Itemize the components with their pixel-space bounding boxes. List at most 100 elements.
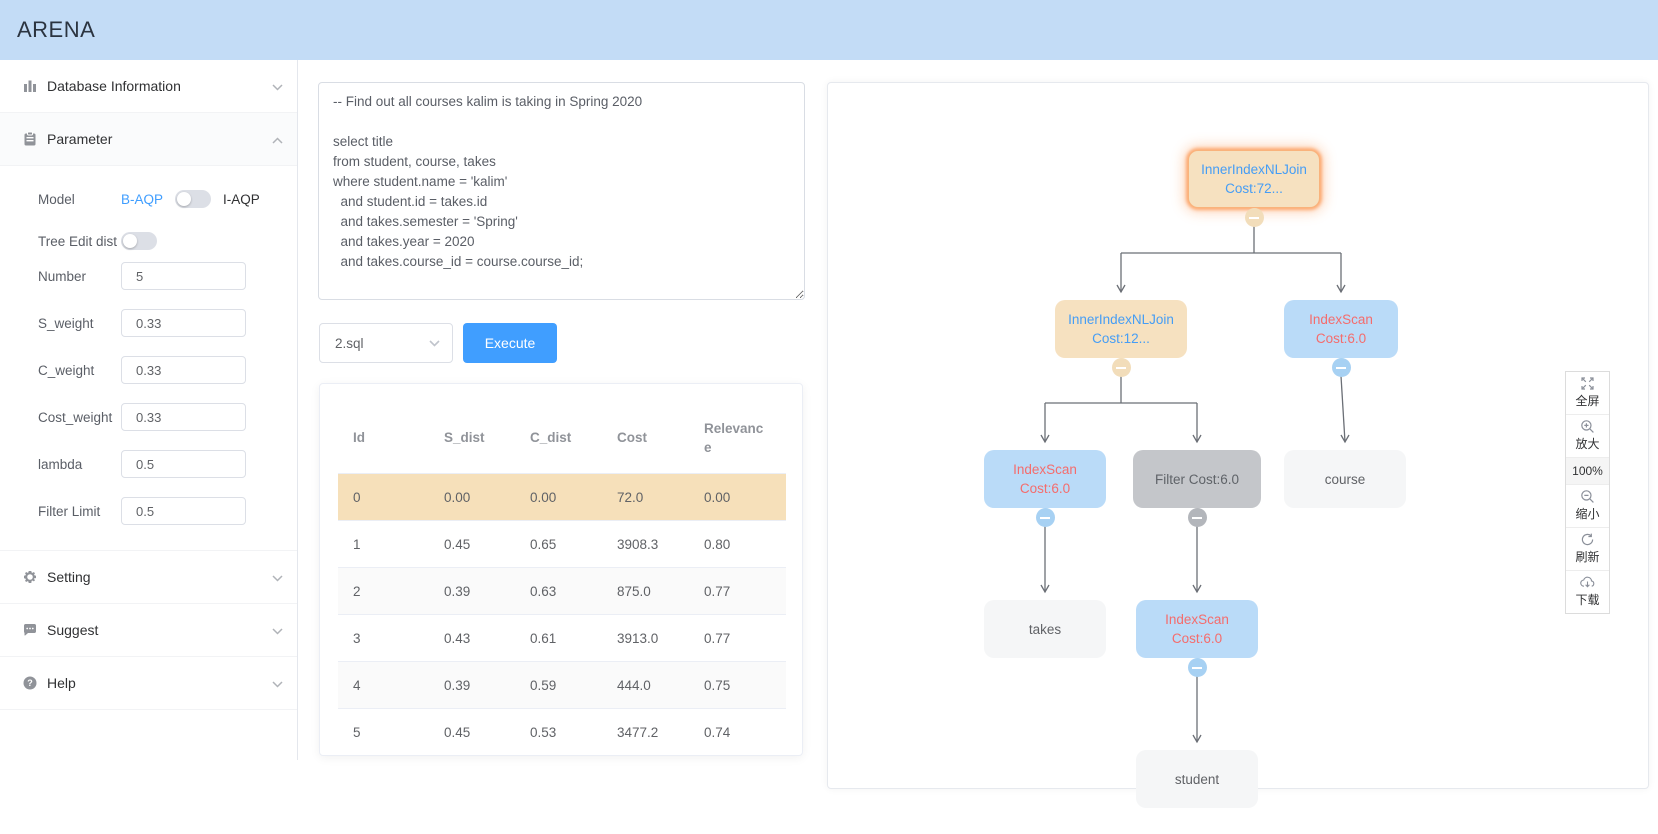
model-label: Model xyxy=(38,191,75,207)
table-cell: 4 xyxy=(353,677,361,693)
number-input[interactable] xyxy=(121,262,246,290)
table-cell: 0.45 xyxy=(444,536,471,552)
sidebar-item-database-information[interactable]: Database Information xyxy=(0,60,297,113)
sql-editor[interactable]: -- Find out all courses kalim is taking … xyxy=(318,82,805,300)
plan-node-innerindexnljoin[interactable]: InnerIndexNLJoin Cost:12... xyxy=(1055,300,1187,358)
param-field-label: Cost_weight xyxy=(38,409,113,425)
column-header-id: Id xyxy=(353,430,365,445)
collapse-minus-icon[interactable] xyxy=(1187,658,1207,677)
collapse-minus-icon[interactable] xyxy=(1187,508,1207,527)
table-row-5[interactable]: 5 0.45 0.53 3477.2 0.74 xyxy=(338,709,786,755)
plan-node-cost: Cost:6.0 xyxy=(1315,331,1367,346)
plan-tree-panel[interactable]: InnerIndexNLJoin Cost:72... InnerIndexNLJo… xyxy=(827,82,1649,808)
column-header-cost: Cost xyxy=(617,430,647,445)
collapse-minus-icon[interactable] xyxy=(1035,508,1055,527)
table-cell: 0.00 xyxy=(444,489,471,505)
clipboard-icon xyxy=(22,131,38,147)
plan-node-indexscan[interactable]: IndexScan Cost:6.0 xyxy=(1136,600,1258,658)
model-option-baqp[interactable]: B-AQP xyxy=(121,191,164,207)
table-cell: 444.0 xyxy=(617,677,651,693)
lambda-input[interactable] xyxy=(121,450,246,478)
results-table: Id S_dist C_dist Cost Relevance 0 0.00 0.00 72.0… xyxy=(338,402,786,755)
zoom-out-icon xyxy=(1580,489,1595,504)
execute-button[interactable]: Execute xyxy=(463,323,557,363)
tree-edit-row: Tree Edit dist xyxy=(0,220,297,262)
table-cell: 0.39 xyxy=(444,677,471,693)
toolbar-refresh-button[interactable]: 刷新 xyxy=(1566,527,1609,570)
collapse-minus-icon[interactable] xyxy=(1111,358,1131,377)
model-option-iaqp[interactable]: I-AQP xyxy=(223,191,260,207)
plan-node-innerindexnljoin[interactable]: InnerIndexNLJoin Cost:72... xyxy=(1188,150,1320,208)
sidebar-item-help[interactable]: ? Help xyxy=(0,657,297,710)
table-cell: 3 xyxy=(353,630,361,646)
filter-limit-input[interactable] xyxy=(121,497,246,525)
param-field-label: S_weight xyxy=(38,315,94,331)
param-field-row: S_weight xyxy=(0,309,297,337)
tree-edit-toggle[interactable] xyxy=(121,232,157,250)
question-icon: ? xyxy=(22,675,38,691)
sidebar-item-parameter[interactable]: Parameter xyxy=(0,113,297,166)
plan-node-filter-cost-6-0[interactable]: Filter Cost:6.0 xyxy=(1133,450,1261,508)
cost-weight-input[interactable] xyxy=(121,403,246,431)
table-cell: 0.77 xyxy=(704,583,731,599)
plan-node-label: IndexScan xyxy=(1309,312,1373,327)
param-field-label: lambda xyxy=(38,456,83,472)
plan-node-cost: Cost:6.0 xyxy=(1019,481,1071,496)
table-cell: 3908.3 xyxy=(617,536,659,552)
toolbar-item-label: 放大 xyxy=(1575,437,1600,451)
c-weight-input[interactable] xyxy=(121,356,246,384)
toolbar-zoom-in-button[interactable]: 放大 xyxy=(1566,414,1609,457)
sql-file-select[interactable]: 2.sql xyxy=(319,323,453,363)
collapse-minus-icon[interactable] xyxy=(1244,208,1264,227)
param-field-label: C_weight xyxy=(38,362,95,378)
table-cell: 3913.0 xyxy=(617,630,659,646)
sidebar-item-label: Parameter xyxy=(47,131,113,147)
table-row-4[interactable]: 4 0.39 0.59 444.0 0.75 xyxy=(338,662,786,709)
sidebar-item-label: Setting xyxy=(47,569,91,585)
sql-file-select-value: 2.sql xyxy=(335,335,364,351)
zoom-level-indicator[interactable]: 100% xyxy=(1566,457,1609,484)
chevron-down-icon xyxy=(272,78,283,94)
chevron-down-icon xyxy=(272,569,283,585)
plan-node-student[interactable]: student xyxy=(1136,750,1258,808)
table-cell: 0.80 xyxy=(704,536,731,552)
plan-node-course[interactable]: course xyxy=(1284,450,1406,508)
fullscreen-icon xyxy=(1580,376,1595,391)
table-cell: 1 xyxy=(353,536,361,552)
table-cell: 3477.2 xyxy=(617,724,659,740)
model-row: Model B-AQP I-AQP xyxy=(0,178,297,220)
table-row-2[interactable]: 2 0.39 0.63 875.0 0.77 xyxy=(338,568,786,615)
column-header-relevance: Relevance xyxy=(704,420,764,455)
table-cell: 875.0 xyxy=(617,583,651,599)
toggle-knob xyxy=(123,234,137,248)
toolbar-download-button[interactable]: 下载 xyxy=(1566,570,1609,613)
toolbar-item-label: 缩小 xyxy=(1575,507,1600,521)
plan-node-cost: Cost:72... xyxy=(1225,181,1283,196)
bar-chart-icon xyxy=(22,78,38,94)
toolbar-zoom-out-button[interactable]: 缩小 xyxy=(1566,484,1609,527)
table-row-3[interactable]: 3 0.43 0.61 3913.0 0.77 xyxy=(338,615,786,662)
collapse-minus-icon[interactable] xyxy=(1331,358,1351,377)
table-cell: 0.63 xyxy=(530,583,557,599)
table-row-0[interactable]: 0 0.00 0.00 72.0 0.00 xyxy=(338,474,786,521)
s-weight-input[interactable] xyxy=(121,309,246,337)
table-row-1[interactable]: 1 0.45 0.65 3908.3 0.80 xyxy=(338,521,786,568)
tree-edit-label: Tree Edit dist xyxy=(38,233,118,249)
plan-node-takes[interactable]: takes xyxy=(984,600,1106,658)
sidebar-item-setting[interactable]: Setting xyxy=(0,551,297,604)
plan-node-indexscan[interactable]: IndexScan Cost:6.0 xyxy=(984,450,1106,508)
app-title: ARENA xyxy=(17,17,96,42)
plan-node-label: takes xyxy=(1028,621,1062,637)
table-cell: 0.65 xyxy=(530,536,557,552)
refresh-icon xyxy=(1580,532,1595,547)
sidebar-item-suggest[interactable]: Suggest xyxy=(0,604,297,657)
plan-node-indexscan[interactable]: IndexScan Cost:6.0 xyxy=(1284,300,1398,358)
toolbar-item-label: 全屏 xyxy=(1575,394,1600,408)
param-field-label: Filter Limit xyxy=(38,503,101,519)
table-cell: 0.43 xyxy=(444,630,471,646)
comment-icon xyxy=(22,622,38,638)
model-toggle[interactable] xyxy=(175,190,212,208)
toolbar-fullscreen-button[interactable]: 全屏 xyxy=(1566,372,1609,414)
chevron-up-icon xyxy=(272,131,283,147)
param-field-row: C_weight xyxy=(0,356,297,384)
